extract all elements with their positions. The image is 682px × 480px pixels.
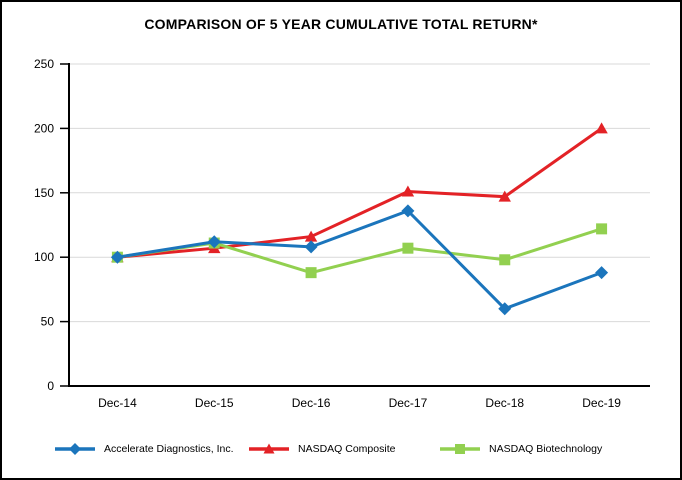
data-point-marker (595, 266, 609, 280)
chart-legend: Accelerate Diagnostics, Inc. NASDAQ Compo… (2, 440, 680, 462)
legend-label: NASDAQ Composite (298, 443, 396, 455)
y-tick-label: 250 (34, 57, 54, 71)
x-tick-label: Dec-16 (292, 396, 331, 410)
data-point-marker (304, 230, 318, 242)
legend-item-accelerate-diagnostics-inc: Accelerate Diagnostics, Inc. (54, 440, 234, 458)
triangle-marker-swatch-icon (249, 443, 289, 454)
y-tick-label: 200 (34, 121, 54, 135)
x-tick-label: Dec-14 (98, 396, 137, 410)
data-point-marker (402, 242, 414, 254)
legend-label: Accelerate Diagnostics, Inc. (104, 443, 234, 455)
data-point-marker (401, 204, 415, 218)
diamond-marker-swatch-icon (55, 443, 95, 455)
data-point-marker (595, 122, 608, 134)
data-point-marker (401, 185, 415, 197)
chart-plot-area: 0 50 100 150 200 250 Dec-14 Dec-15 Dec-16 Dec-17 D… (34, 57, 650, 410)
data-point-marker (596, 223, 608, 235)
data-point-marker (499, 254, 511, 266)
data-point-marker (305, 267, 317, 279)
y-tick-label: 50 (41, 315, 55, 329)
data-point-marker (498, 190, 511, 202)
legend-item-nasdaq-composite: NASDAQ Composite (248, 440, 395, 458)
x-tick-label: Dec-18 (485, 396, 524, 410)
data-point-marker (304, 240, 318, 254)
y-tick-label: 150 (34, 186, 54, 200)
square-marker-swatch-icon (440, 444, 480, 454)
data-point-marker (207, 235, 221, 249)
series-line-2 (117, 127, 603, 259)
y-tick-label: 0 (47, 379, 54, 393)
x-tick-label: Dec-17 (389, 396, 428, 410)
legend-label: NASDAQ Biotechnology (489, 443, 603, 455)
data-point-marker (498, 302, 512, 316)
x-tick-label: Dec-15 (195, 396, 234, 410)
x-tick-label: Dec-19 (582, 396, 621, 410)
chart-title: COMPARISON OF 5 YEAR CUMULATIVE TOTAL RE… (144, 16, 538, 32)
legend-item-nasdaq-biotechnology: NASDAQ Biotechnology (439, 440, 602, 458)
series-line-1 (117, 209, 603, 311)
data-point-marker (110, 250, 124, 264)
y-tick-label: 100 (34, 250, 54, 264)
